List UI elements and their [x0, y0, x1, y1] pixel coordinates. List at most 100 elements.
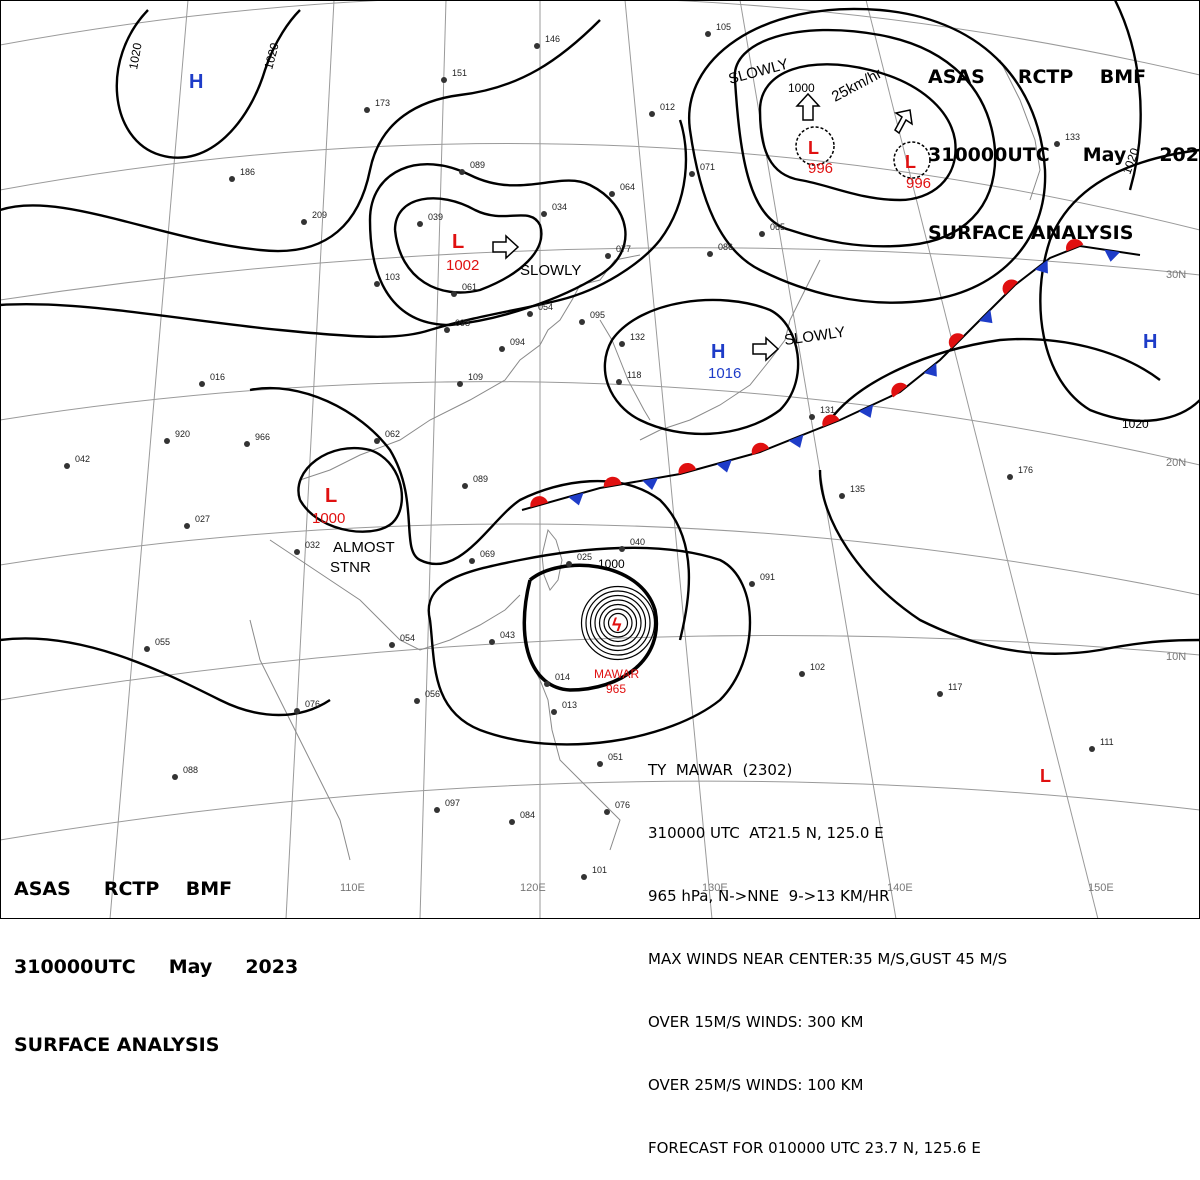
meridian-line: [285, 0, 335, 919]
stationary-front: [521, 244, 1141, 511]
header-bottom-left: ASAS RCTP BMF 310000UTC May 2023 SURFACE…: [14, 824, 298, 1084]
lat-label: 20N: [1166, 457, 1186, 469]
station-marker: [364, 107, 370, 113]
typhoon-info-line: OVER 25M/S WINDS: 100 KM: [648, 1076, 864, 1094]
cold-front-triangle: [923, 363, 937, 377]
station-pressure: 103: [385, 272, 400, 282]
lon-label: 150E: [1088, 882, 1114, 894]
station-marker: [705, 31, 711, 37]
motion-label: SLOWLY: [727, 56, 791, 88]
isobar-labels: 1020 1020 1020 1020 1000 1000: [126, 41, 1149, 571]
station-pressure: 094: [510, 337, 525, 347]
station-marker: [581, 874, 587, 880]
station-pressure: 076: [615, 800, 630, 810]
station-marker: [579, 319, 585, 325]
station-marker: [749, 581, 755, 587]
station-marker: [605, 253, 611, 259]
header-line: SURFACE ANALYSIS: [928, 222, 1134, 244]
lon-label: 120E: [520, 882, 546, 894]
typhoon-info-line: OVER 15M/S WINDS: 300 KM: [648, 1013, 864, 1031]
low-symbol: L: [905, 152, 916, 172]
isobar-label: 1000: [788, 81, 815, 95]
isobar-line: [427, 546, 752, 746]
warm-front-semicircle: [948, 333, 965, 349]
meridian-line: [109, 0, 189, 919]
isobar-line: [115, 9, 301, 159]
low-symbol: L: [808, 138, 819, 158]
arrow-right-icon: [492, 234, 520, 260]
station-pressure: 039: [428, 212, 443, 222]
station-pressure: 013: [562, 700, 577, 710]
station-marker: [457, 381, 463, 387]
isobar-line: [1039, 148, 1200, 423]
station-marker: [499, 346, 505, 352]
isobar-line: [758, 63, 957, 202]
station-marker: [469, 558, 475, 564]
station-marker: [444, 327, 450, 333]
lon-label: 130E: [702, 882, 728, 894]
parallel-line: [0, 142, 1200, 231]
station-pressure: 065: [770, 222, 785, 232]
cold-front-triangle: [788, 434, 804, 448]
station-marker: [616, 379, 622, 385]
isobar-line: [368, 163, 627, 327]
warm-front-semicircle: [603, 476, 622, 488]
parallel-line: [0, 780, 1200, 841]
typhoon-info-line: 965 hPa, N->NNE 9->13 KM/HR: [648, 887, 890, 905]
station-marker: [417, 221, 423, 227]
station-pressure: 209: [312, 210, 327, 220]
isobar-line: [687, 7, 1047, 304]
station-pressure: 101: [592, 865, 607, 875]
station-marker: [1007, 474, 1013, 480]
station-marker: [164, 438, 170, 444]
station-pressure: 135: [850, 484, 865, 494]
isobar-label: 1020: [261, 41, 282, 71]
header-line: ASAS RCTP BMF: [14, 878, 233, 900]
speed-label: 25km/hr: [829, 65, 885, 105]
station-marker: [759, 231, 765, 237]
low-value: 996: [808, 160, 833, 177]
station-marker: [244, 441, 250, 447]
station-marker: [459, 169, 465, 175]
isobar-line: [603, 298, 800, 436]
typhoon-ring: [603, 608, 633, 638]
isobar-line: [0, 637, 331, 717]
station-pressure: 040: [630, 537, 645, 547]
low-symbol: L: [325, 485, 337, 507]
typhoon-symbol-icon: ϟ: [612, 615, 622, 635]
cold-front-triangle: [1034, 259, 1048, 274]
philippines-coast: [529, 659, 621, 851]
typhoon-ring: [580, 585, 656, 661]
station-pressure: 056: [425, 689, 440, 699]
cold-front-triangle: [716, 459, 732, 473]
station-pressure: 027: [195, 514, 210, 524]
station-marker: [434, 807, 440, 813]
station-pressure: 084: [520, 810, 535, 820]
station-marker: [689, 171, 695, 177]
station-marker: [199, 381, 205, 387]
high-value: 1016: [708, 365, 741, 382]
station-marker: [527, 311, 533, 317]
isobar-line: [522, 563, 659, 692]
kamchatka-coast: [999, 59, 1041, 201]
station-pressure: 111: [1100, 737, 1114, 747]
station-marker: [172, 774, 178, 780]
typhoon-isobar-rings: [580, 585, 656, 661]
station-pressure: 186: [240, 167, 255, 177]
cold-front-triangle: [858, 404, 874, 418]
parallel-line: [0, 635, 1200, 701]
low-symbol: L: [1040, 766, 1051, 786]
station-pressure: 054: [538, 302, 553, 312]
lat-lon-grid: [0, 0, 1200, 919]
indochina-coast: [249, 619, 351, 861]
station-pressure: 131: [820, 405, 835, 415]
station-pressure: 095: [590, 310, 605, 320]
parallel-line: [0, 523, 1200, 596]
station-marker: [649, 111, 655, 117]
station-marker: [609, 191, 615, 197]
station-pressure: 042: [75, 454, 90, 464]
station-pressure: 071: [700, 162, 715, 172]
isobar-line: [818, 469, 1200, 655]
station-pressure: 091: [760, 572, 775, 582]
warm-front-semicircle: [891, 382, 908, 398]
